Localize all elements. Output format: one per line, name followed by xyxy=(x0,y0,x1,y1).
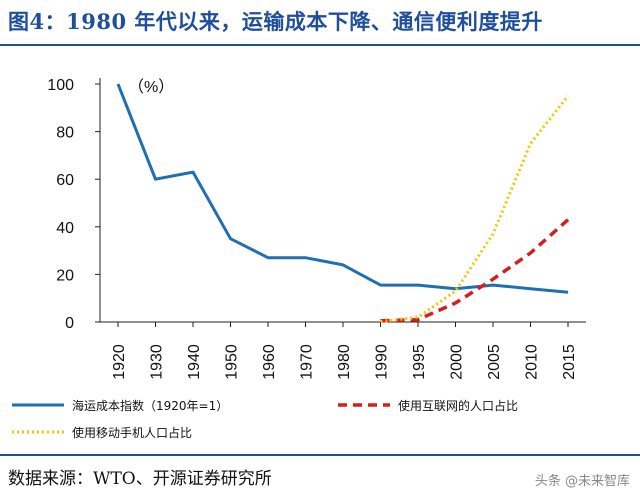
x-tick-label: 1960 xyxy=(261,344,278,380)
figure-title: 图4：1980 年代以来，运输成本下降、通信便利度提升 xyxy=(8,9,543,34)
legend-label-2: 使用互联网的人口占比 xyxy=(398,398,518,413)
x-tick-label: 1970 xyxy=(299,344,316,380)
y-tick-label: 40 xyxy=(56,220,74,237)
x-tick-label: 2005 xyxy=(486,344,503,380)
source-bar: 数据来源：WTO、开源证券研究所 头条 @未来智库 xyxy=(0,454,640,499)
series-line-2 xyxy=(380,218,570,323)
x-tick-label: 1995 xyxy=(411,344,428,380)
y-tick-label: 60 xyxy=(56,172,74,189)
chart-series xyxy=(116,83,570,323)
x-tick-label: 1920 xyxy=(111,344,128,380)
x-tick-label: 2000 xyxy=(449,344,466,380)
x-tick-label: 2015 xyxy=(561,344,578,380)
line-chart: 0 20 40 60 80 100 （%） 1920 1930 1940 1950 1960 1970 1… xyxy=(12,77,586,440)
x-tick-label: 1980 xyxy=(336,344,353,380)
x-tick-label: 1930 xyxy=(149,344,166,380)
legend-label-3: 使用移动手机人口占比 xyxy=(72,425,192,440)
x-tick-label: 2010 xyxy=(524,344,541,380)
series-line-3 xyxy=(380,94,570,323)
y-tick-label: 80 xyxy=(56,125,74,142)
watermark: 头条 @未来智库 xyxy=(534,474,630,489)
legend-label-1: 海运成本指数（1920年=1） xyxy=(72,398,228,413)
series-line-1 xyxy=(116,83,569,294)
y-unit-label: （%） xyxy=(128,78,174,96)
chart-axes: 0 20 40 60 80 100 （%） 1920 1930 1940 1950 1960 1970 1… xyxy=(47,77,586,380)
y-tick-label: 0 xyxy=(65,315,74,332)
x-tick-label: 1990 xyxy=(374,344,391,380)
source-note: 数据来源：WTO、开源证券研究所 xyxy=(8,469,272,489)
title-bar: 图4：1980 年代以来，运输成本下降、通信便利度提升 xyxy=(0,0,640,46)
y-tick-label: 20 xyxy=(56,267,74,284)
x-tick-label: 1950 xyxy=(224,344,241,380)
y-tick-label: 100 xyxy=(47,77,74,94)
x-tick-label: 1940 xyxy=(186,344,203,380)
